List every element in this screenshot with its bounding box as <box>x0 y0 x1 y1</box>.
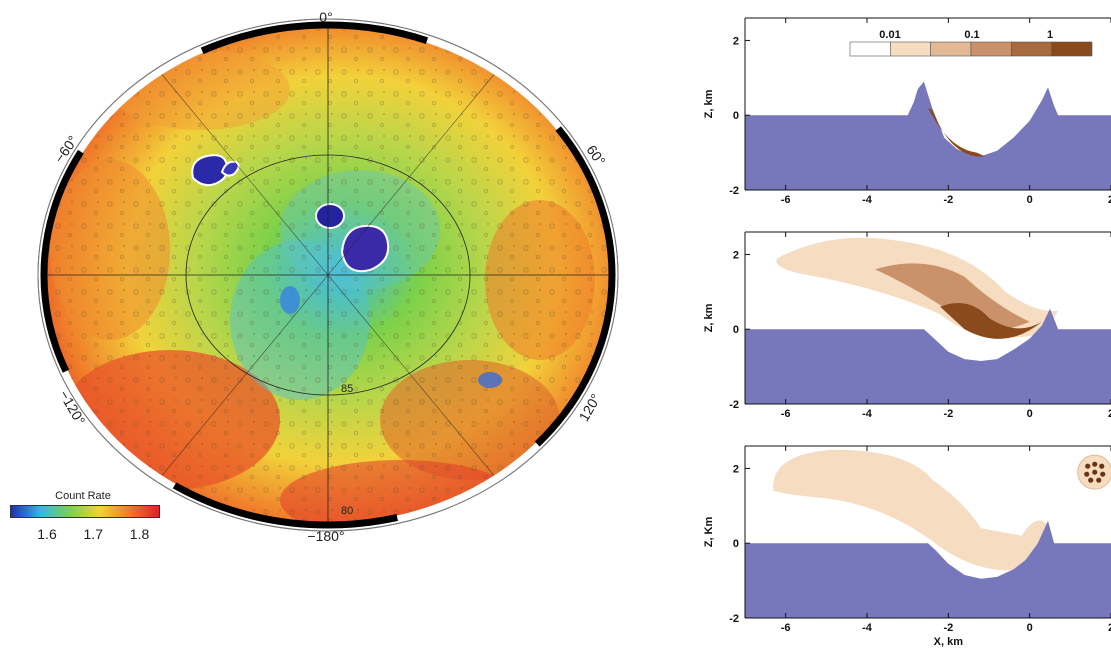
x-tick-label: 2 <box>1108 194 1111 206</box>
colorbar-gradient <box>10 505 160 518</box>
cold-trap-3 <box>340 224 390 273</box>
latitude-label-85: 85 <box>341 383 353 395</box>
x-axis-label: X, km <box>934 636 964 648</box>
y-axis-label: Z, km <box>703 303 715 332</box>
y-tick-label: -2 <box>729 613 739 625</box>
x-tick-label: -4 <box>862 194 873 206</box>
azimuth-label-0: 0° <box>319 9 332 25</box>
x-tick-label: -2 <box>943 408 953 420</box>
y-axis-label: Z, km <box>703 89 715 118</box>
crater-panel-1: 0.01 0.1 1 -6 -4 -2 0 2 2 0 -2 Z, km <box>703 17 1111 206</box>
map-frame <box>40 21 616 529</box>
ejecta-lining <box>928 107 985 157</box>
crater-panel-2: -6 -4 -2 0 2 2 0 -2 Z, km <box>703 231 1111 420</box>
impactor-fragment <box>1096 477 1102 483</box>
x-tick-label: -2 <box>943 194 953 206</box>
legend-label: 0.01 <box>879 29 900 41</box>
y-tick-label: 0 <box>733 538 739 550</box>
impactor-fragment <box>1099 463 1105 469</box>
x-tick-label: -4 <box>862 408 873 420</box>
map-surface <box>46 27 610 523</box>
y-tick-label: 2 <box>733 249 739 261</box>
legend-label: 1 <box>1047 29 1053 41</box>
y-tick-label: 0 <box>733 110 739 122</box>
y-tick-label: -2 <box>729 185 739 197</box>
target-ground <box>745 308 1111 404</box>
legend-swatch <box>890 41 931 57</box>
impactor-fragment <box>1100 471 1106 477</box>
colorbar-tick: 1.7 <box>83 526 103 542</box>
ejecta-core <box>940 303 1042 339</box>
x-tick-label: -2 <box>943 622 953 634</box>
crater-simulation-panels: 0.01 0.1 1 -6 -4 -2 0 2 2 0 -2 Z, km -6 -4 -2 0 2 2 0 -2 Z,… <box>690 0 1111 652</box>
x-tick-label: -6 <box>781 622 791 634</box>
x-tick-label: 2 <box>1108 622 1111 634</box>
colorbar-legend: Count Rate 1.6 1.7 1.8 <box>8 490 160 550</box>
azimuth-label-180: −180° <box>307 528 344 544</box>
cold-trap-2 <box>315 203 345 229</box>
target-ground <box>745 520 1111 618</box>
y-tick-label: 2 <box>733 35 739 47</box>
impactor-fragment <box>1085 463 1091 469</box>
polar-map-svg: 0° 60° 120° −180° −120° −60° 85 80 <box>37 9 619 544</box>
y-tick-label: -2 <box>729 399 739 411</box>
impactor-fragment <box>1084 471 1090 477</box>
y-tick-label: 2 <box>733 463 739 475</box>
ejecta-dense <box>875 263 1030 329</box>
x-tick-label: 2 <box>1108 408 1111 420</box>
x-tick-label: -4 <box>862 622 873 634</box>
legend-swatch <box>930 41 972 57</box>
ejecta-cloud <box>773 449 1050 571</box>
impactor-fragment <box>1092 469 1098 475</box>
legend-label: 0.1 <box>964 29 979 41</box>
x-tick-label: -6 <box>781 194 791 206</box>
x-tick-label: 0 <box>1027 194 1033 206</box>
latitude-label-80: 80 <box>341 505 353 517</box>
legend-swatch <box>1011 41 1052 57</box>
legend-swatch <box>970 41 1012 57</box>
legend-swatch <box>849 41 891 57</box>
y-tick-label: 0 <box>733 324 739 336</box>
y-axis-label: Z, Km <box>703 517 715 548</box>
crater-panel-3: -6 -4 -2 0 2 2 0 -2 Z, Km X, km <box>703 445 1111 648</box>
polar-count-rate-map: 0° 60° 120° −180° −120° −60° 85 80 <box>0 0 640 560</box>
legend-swatch <box>1051 41 1093 57</box>
x-tick-label: 0 <box>1027 622 1033 634</box>
colorbar-title: Count Rate <box>55 490 111 502</box>
impactor-fragment <box>1088 477 1094 483</box>
colorbar-tick: 1.8 <box>129 526 150 542</box>
x-tick-label: -6 <box>781 408 791 420</box>
target-ground <box>745 81 1111 190</box>
colorbar-tick: 1.6 <box>37 526 57 542</box>
x-tick-label: 0 <box>1027 408 1033 420</box>
impactor-fragment <box>1092 461 1098 467</box>
